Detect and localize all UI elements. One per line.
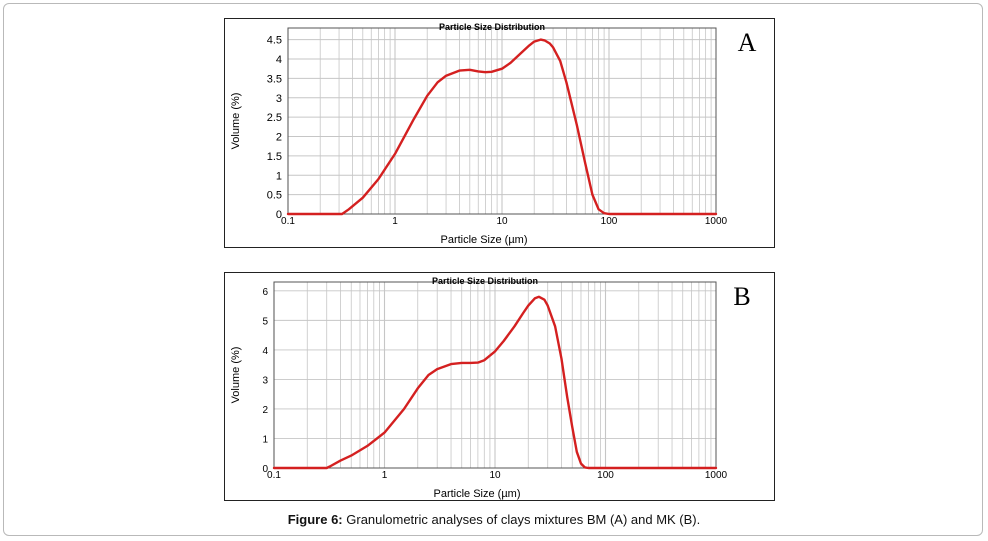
y-tick-label: 2 [276,132,282,144]
y-tick-label: 0.5 [267,190,282,202]
x-tick-label: 1000 [705,216,728,227]
chart-b-grid [273,281,716,469]
figure-caption-label: Figure 6: [287,512,343,527]
x-tick-label: 1 [392,216,398,227]
y-tick-label: 5 [262,316,268,327]
y-tick-label: 3 [262,375,268,386]
y-tick-label: 6 [262,287,268,298]
x-tick-label: 100 [597,470,614,481]
chart-b-svg: Particle Size Distribution 0 1 2 3 4 5 6 0.1 1 10 1… [230,276,751,500]
x-tick-label: 0.1 [281,216,295,227]
chart-a-grid [287,27,716,215]
chart-b-y-axis-label: Volume (%) [230,347,242,404]
chart-a-plot-frame [287,27,717,215]
chart-a-series-line [286,38,718,216]
y-tick-label: 0 [276,209,282,221]
figure-frame: Particle Size Distribution 0 0.5 1 1.5 2 2.5 3 3… [3,3,983,536]
chart-a-title: Particle Size Distribution [439,22,545,32]
chart-b-title: Particle Size Distribution [432,276,538,286]
chart-b-plot-frame [273,281,717,469]
x-tick-label: 1000 [705,470,728,481]
figure-caption-text: Granulometric analyses of clays mixtures… [342,512,701,527]
y-tick-label: 4.5 [267,35,282,47]
x-tick-label: 1 [382,470,388,481]
chart-b-x-axis-label: Particle Size (µm) [433,488,520,500]
figure-caption: Figure 6: Granulometric analyses of clay… [0,512,988,527]
chart-panel-a: Particle Size Distribution 0 0.5 1 1.5 2 2.5 3 3… [224,18,775,248]
chart-a-x-axis-label: Particle Size (µm) [440,234,527,246]
x-tick-label: 10 [489,470,501,481]
x-tick-label: 10 [496,216,508,227]
chart-a-y-axis-label: Volume (%) [230,93,242,150]
chart-b-series-line [272,295,718,470]
y-tick-label: 1.5 [267,151,282,163]
y-tick-label: 3 [276,93,282,105]
y-tick-label: 4 [262,346,268,357]
x-tick-label: 0.1 [267,470,281,481]
chart-a-panel-label: A [738,28,757,57]
y-tick-label: 1 [262,434,268,445]
chart-b-panel-label: B [733,282,750,311]
y-tick-label: 1 [276,170,282,182]
y-tick-label: 4 [276,54,282,66]
x-tick-label: 100 [601,216,618,227]
y-tick-label: 3.5 [267,73,282,85]
y-tick-label: 2.5 [267,112,282,124]
chart-panel-b: Particle Size Distribution 0 1 2 3 4 5 6 0.1 1 10 1… [224,272,775,501]
y-tick-label: 0 [262,464,268,475]
chart-a-svg: Particle Size Distribution 0 0.5 1 1.5 2 2.5 3 3… [230,22,757,246]
y-tick-label: 2 [262,405,268,416]
